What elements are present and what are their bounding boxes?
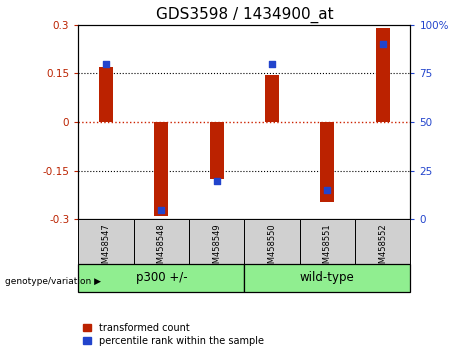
Bar — [154, 122, 168, 216]
Point — [158, 207, 165, 212]
Bar — [300, 219, 355, 264]
Text: p300 +/-: p300 +/- — [136, 272, 187, 284]
Text: GSM458547: GSM458547 — [101, 223, 111, 274]
Bar — [355, 219, 410, 264]
Bar — [78, 219, 134, 264]
Text: genotype/variation ▶: genotype/variation ▶ — [5, 277, 100, 286]
Point — [268, 61, 276, 67]
Bar — [78, 264, 244, 292]
Bar — [244, 264, 410, 292]
Bar — [376, 28, 390, 122]
Bar — [320, 122, 334, 202]
Text: GSM458551: GSM458551 — [323, 223, 332, 274]
Bar — [210, 122, 224, 179]
Bar — [244, 219, 300, 264]
Legend: transformed count, percentile rank within the sample: transformed count, percentile rank withi… — [83, 323, 264, 346]
Text: GSM458549: GSM458549 — [212, 223, 221, 274]
Point — [379, 41, 386, 47]
Text: GSM458552: GSM458552 — [378, 223, 387, 274]
Point — [324, 187, 331, 193]
Bar — [189, 219, 244, 264]
Point — [213, 178, 220, 183]
Text: wild-type: wild-type — [300, 272, 355, 284]
Bar — [99, 67, 113, 122]
Title: GDS3598 / 1434900_at: GDS3598 / 1434900_at — [155, 7, 333, 23]
Text: GSM458548: GSM458548 — [157, 223, 166, 274]
Point — [102, 61, 110, 67]
Bar — [134, 219, 189, 264]
Bar — [265, 75, 279, 122]
Text: GSM458550: GSM458550 — [267, 223, 277, 274]
